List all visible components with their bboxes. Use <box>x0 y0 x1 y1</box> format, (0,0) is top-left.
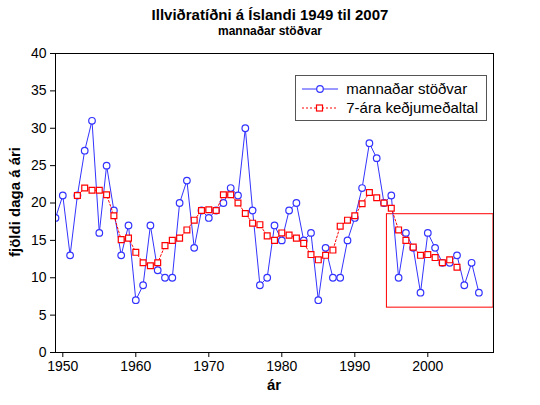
svg-text:0: 0 <box>39 344 47 360</box>
svg-text:25: 25 <box>31 157 47 173</box>
svg-text:1970: 1970 <box>193 358 224 374</box>
svg-text:5: 5 <box>39 307 47 323</box>
html-text:mannaðar stöðvar: mannaðar stöðvar <box>346 80 468 97</box>
html-text:mannaðar stöðvar: mannaðar stöðvar <box>218 24 322 38</box>
svg-text:1990: 1990 <box>339 358 370 374</box>
svg-text:35: 35 <box>31 82 47 98</box>
svg-text:1980: 1980 <box>266 358 297 374</box>
svg-text:20: 20 <box>31 194 47 210</box>
svg-text:10: 10 <box>31 269 47 285</box>
svg-text:2000: 2000 <box>412 358 443 374</box>
svg-text:30: 30 <box>31 120 47 136</box>
html-text:fjöldi daga á ári: fjöldi daga á ári <box>5 147 23 257</box>
html-text:ár: ár <box>266 376 282 393</box>
html-text:7-ára keðjumeðaltal: 7-ára keðjumeðaltal <box>346 99 478 116</box>
svg-text:1950: 1950 <box>47 358 78 374</box>
html-text:Illviðratíðni á Íslandi 1949 t: Illviðratíðni á Íslandi 1949 til 2007 <box>151 6 389 23</box>
svg-text:40: 40 <box>31 45 47 61</box>
svg-text:1960: 1960 <box>120 358 151 374</box>
svg-text:15: 15 <box>31 232 47 248</box>
